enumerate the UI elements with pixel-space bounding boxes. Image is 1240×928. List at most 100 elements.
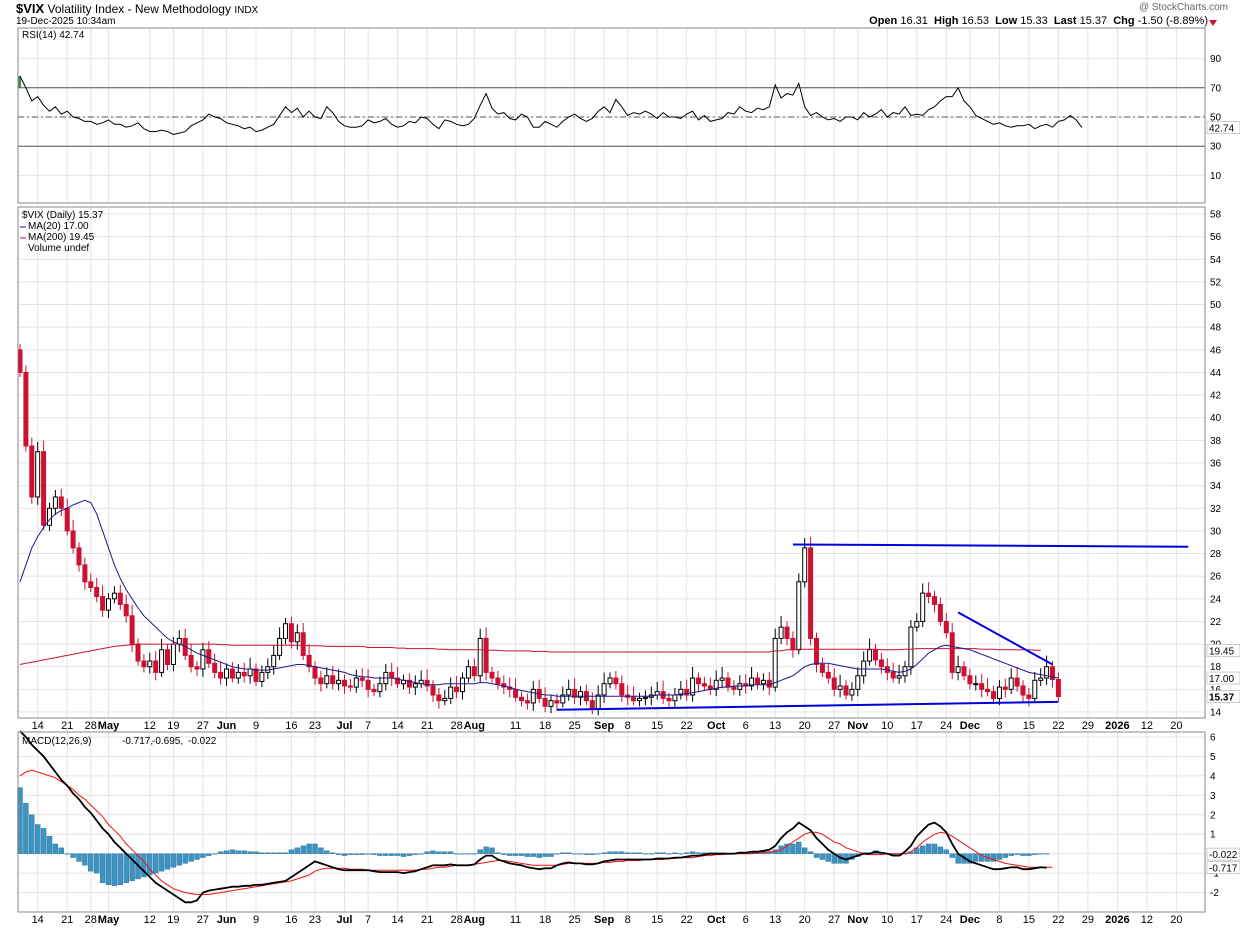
candle-body xyxy=(35,451,41,498)
candle-body xyxy=(755,677,760,685)
chg-value: -1.50 (-8.89%) xyxy=(1137,15,1208,27)
candle-body xyxy=(578,691,583,698)
symbol-name: Volatility Index - New Methodology xyxy=(47,2,231,16)
macd-tick-label: -2 xyxy=(1210,888,1219,899)
candle-body xyxy=(218,671,224,679)
candle-body xyxy=(135,643,141,662)
price-date-label: 21 xyxy=(421,720,433,732)
price-tick-label: 52 xyxy=(1210,277,1222,288)
candle-body xyxy=(696,677,701,685)
macd-histogram-bar xyxy=(223,850,230,854)
macd-date-label: 21 xyxy=(61,914,73,926)
candle-body xyxy=(991,691,996,699)
price-date-label: 8 xyxy=(996,720,1002,732)
candle-body xyxy=(17,349,23,373)
macd-date-label: 7 xyxy=(365,914,371,926)
macd-date-label: 12 xyxy=(1141,914,1153,926)
candle-body xyxy=(642,696,648,699)
macd-histogram-bar xyxy=(88,853,94,872)
candle-body xyxy=(878,659,884,668)
candle-body xyxy=(513,688,519,698)
macd-histogram-bar xyxy=(123,853,129,884)
candle-body xyxy=(471,666,477,677)
price-date-label: Dec xyxy=(960,720,980,732)
macd-histogram-bar xyxy=(265,852,271,854)
candle-body xyxy=(725,677,731,688)
candle-body xyxy=(229,668,235,679)
candle-body xyxy=(867,649,873,662)
candle-body xyxy=(873,649,878,661)
macd-histogram-bar xyxy=(164,853,171,870)
macd-histogram-bar xyxy=(625,852,631,854)
macd-histogram-bar xyxy=(406,853,413,856)
candle-body xyxy=(760,679,766,685)
macd-histogram-bar xyxy=(925,843,932,854)
macd-histogram-bar xyxy=(129,853,135,882)
macd-histogram-bar xyxy=(300,845,306,854)
price-date-label: 12 xyxy=(144,720,156,732)
macd-histogram-bar xyxy=(1002,853,1008,858)
macd-date-label: 27 xyxy=(828,914,840,926)
price-tick-label: 50 xyxy=(1210,300,1222,311)
rsi-last-value: 42.74 xyxy=(1209,124,1234,135)
price-date-label: 14 xyxy=(32,720,44,732)
macd-histogram-bar xyxy=(518,853,525,856)
macd-date-label: Dec xyxy=(960,914,980,926)
macd-date-label: 8 xyxy=(625,914,631,926)
ma200-legend: MA(200) 19.45 xyxy=(28,232,95,243)
macd-date-label: May xyxy=(98,914,120,926)
macd-date-label: 9 xyxy=(253,914,259,926)
price-tick-label: 26 xyxy=(1210,572,1222,583)
candle-body xyxy=(672,694,678,702)
macd-histogram-bar xyxy=(949,853,955,858)
macd-histogram-bar xyxy=(483,846,489,854)
macd-histogram-bar xyxy=(206,853,212,856)
candle-body xyxy=(454,686,460,693)
candle-body xyxy=(955,666,961,673)
macd-date-label: 10 xyxy=(881,914,893,926)
candle-body xyxy=(819,663,825,673)
price-panel-frame xyxy=(17,206,1206,719)
macd-tick-label: 3 xyxy=(1210,791,1216,802)
candle-body xyxy=(560,694,566,704)
macd-histogram-bar xyxy=(542,853,548,857)
candle-body xyxy=(277,637,283,656)
header-symbol-line: $VIX Volatility Index - New Methodology … xyxy=(16,1,258,16)
price-tick-label: 34 xyxy=(1210,481,1222,492)
candle-body xyxy=(294,632,300,643)
candle-body xyxy=(283,623,288,639)
candle-body xyxy=(601,683,607,696)
candle-body xyxy=(483,637,489,673)
price-tick-label: 44 xyxy=(1210,368,1222,379)
macd-date-label: 20 xyxy=(799,914,811,926)
candle-body xyxy=(41,451,47,526)
price-date-label: Sep xyxy=(594,720,614,732)
macd-histogram-bar xyxy=(288,849,295,854)
rsi-tick-label: 90 xyxy=(1210,54,1222,65)
macd-histogram-bar xyxy=(689,851,696,854)
macd-histogram-bar xyxy=(990,853,997,862)
candle-body xyxy=(465,666,471,679)
candle-body xyxy=(678,688,684,696)
candle-body xyxy=(247,668,253,677)
macd-histogram-bar xyxy=(335,853,342,855)
candle-body xyxy=(772,637,778,688)
candle-body xyxy=(607,677,613,685)
candle-body xyxy=(802,547,808,583)
candle-body xyxy=(235,671,241,679)
macd-histogram-bar xyxy=(436,851,442,854)
macd-date-label: 23 xyxy=(309,914,321,926)
macd-date-label: 8 xyxy=(996,914,1002,926)
candle-body xyxy=(430,685,436,696)
candle-body xyxy=(530,688,536,704)
price-date-label: 17 xyxy=(911,720,923,732)
macd-histogram-bar xyxy=(613,851,619,854)
candle-body xyxy=(206,649,212,664)
macd-date-label: 15 xyxy=(1023,914,1035,926)
macd-histogram-bar xyxy=(282,852,289,854)
macd-histogram-bar xyxy=(70,853,76,858)
candle-body xyxy=(489,671,495,679)
candle-body xyxy=(23,371,29,447)
macd-histogram-bar xyxy=(111,853,118,886)
